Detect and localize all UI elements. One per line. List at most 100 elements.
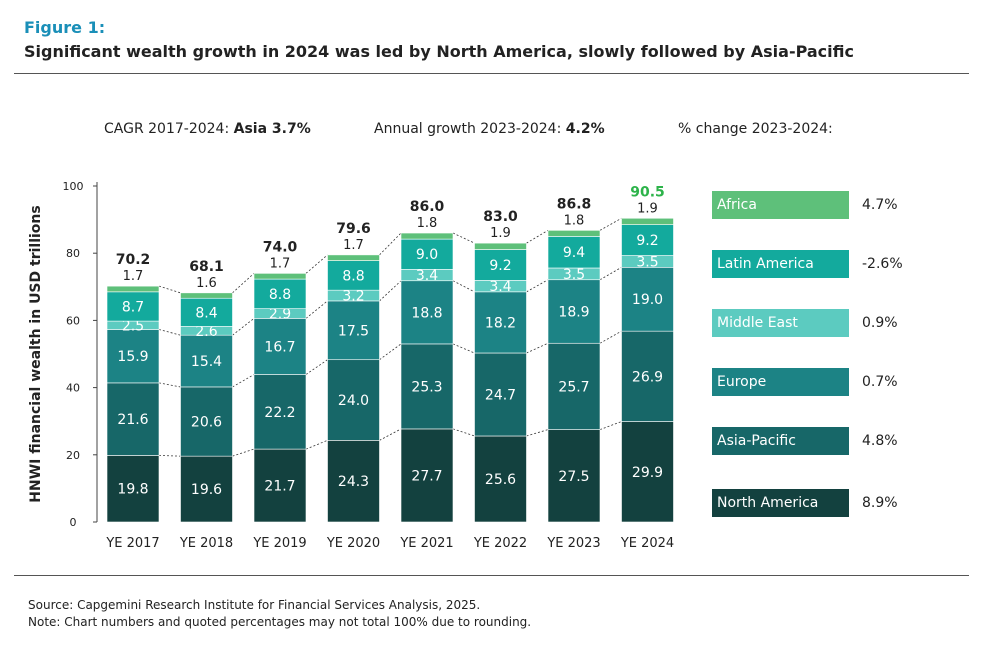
connector-line [379, 343, 402, 361]
segment-label: 22.2 [264, 405, 295, 421]
segment-label: 21.7 [264, 479, 295, 495]
connector-line [452, 280, 475, 293]
legend-item: Europe [712, 368, 849, 396]
segment-label: 1.6 [196, 276, 217, 291]
bar-segment [106, 285, 160, 293]
legend-change-value: -2.6% [862, 256, 903, 272]
connector-line [526, 342, 549, 354]
segment-label: 3.4 [489, 279, 511, 295]
bar-segment [253, 374, 307, 450]
cagr-label: CAGR 2017-2024: [104, 121, 230, 137]
bar-segment [621, 217, 674, 225]
segment-label: 17.5 [338, 323, 369, 339]
x-tick-label: YE 2017 [105, 536, 159, 551]
y-tick-label: 0 [70, 516, 77, 529]
total-label: 86.0 [410, 199, 445, 215]
y-tick-label: 40 [66, 382, 80, 395]
connector-line [452, 343, 475, 354]
x-tick-label: YE 2019 [252, 536, 306, 551]
segment-label: 21.6 [117, 412, 148, 428]
segment-label: 9.4 [563, 245, 585, 261]
legend-change-value: 0.9% [862, 315, 898, 331]
connector-line [305, 254, 328, 274]
legend-change-value: 4.7% [862, 197, 898, 213]
connector-line [452, 428, 475, 437]
connector-line [158, 329, 181, 336]
bar-segment [253, 448, 307, 523]
segment-label: 24.0 [338, 393, 369, 409]
segment-label: 18.2 [485, 315, 516, 331]
connector-line [379, 232, 402, 256]
annual-growth-value: 4.2% [565, 121, 605, 137]
segment-label: 1.7 [343, 238, 364, 253]
bar-segment [253, 278, 307, 309]
bar-segment [106, 329, 160, 384]
bar-segment [474, 242, 527, 250]
segment-label: 3.5 [636, 254, 658, 270]
bar-segment [474, 352, 527, 437]
segment-label: 1.9 [637, 201, 658, 216]
legend-item: Africa [712, 191, 849, 219]
legend-item: Latin America [712, 250, 849, 278]
connector-line [379, 280, 402, 302]
segment-label: 29.9 [632, 465, 663, 481]
total-label: 86.8 [557, 196, 592, 212]
bar-segment [474, 249, 527, 281]
bar-segment [547, 230, 601, 237]
segment-label: 24.3 [338, 474, 369, 490]
legend-change-value: 4.8% [862, 433, 898, 449]
segment-label: 27.7 [411, 468, 442, 484]
x-tick-label: YE 2022 [473, 536, 527, 551]
segment-label: 9.2 [489, 258, 511, 274]
total-label: 83.0 [483, 209, 518, 225]
source-note: Source: Capgemini Research Institute for… [28, 598, 481, 612]
rounding-note: Note: Chart numbers and quoted percentag… [28, 615, 532, 629]
segment-label: 1.7 [123, 269, 144, 284]
x-tick-label: YE 2018 [179, 536, 233, 551]
connector-line [305, 439, 328, 450]
cagr-value: Asia 3.7% [233, 121, 311, 137]
segment-label: 3.2 [342, 289, 364, 305]
bar-segment [547, 342, 601, 430]
segment-label: 19.0 [632, 292, 663, 308]
segment-label: 9.0 [416, 247, 438, 263]
bar-segment [180, 386, 233, 457]
legend-item: Middle East [712, 309, 849, 337]
legend-item: North America [712, 489, 849, 517]
total-label: 74.0 [263, 239, 298, 255]
bar-segment [621, 267, 674, 332]
connector-line [232, 273, 255, 294]
x-tick-label: YE 2020 [326, 536, 380, 551]
segment-label: 18.9 [558, 304, 589, 320]
bar-segment [547, 279, 601, 344]
segment-label: 1.8 [564, 213, 585, 228]
segment-label: 25.6 [485, 472, 516, 488]
bar-segment [327, 260, 380, 291]
bar-segment [547, 429, 601, 523]
bar-segment [621, 421, 674, 523]
segment-label: 8.7 [122, 299, 144, 315]
segment-label: 2.6 [195, 324, 217, 340]
bar-segment [180, 334, 233, 388]
figure-title: Significant wealth growth in 2024 was le… [24, 42, 854, 61]
connector-line [452, 232, 475, 244]
segment-label: 24.7 [485, 387, 516, 403]
x-tick-label: YE 2024 [620, 536, 674, 551]
segment-label: 2.5 [122, 318, 144, 334]
bar-segment [180, 455, 233, 523]
connector-line [232, 374, 255, 388]
connector-line [526, 230, 549, 244]
bar-segment [327, 359, 380, 441]
segment-label: 27.5 [558, 469, 589, 485]
connector-line [526, 279, 549, 293]
bar-segment [474, 291, 527, 354]
bar-segment [180, 292, 233, 299]
segment-label: 9.2 [636, 233, 658, 249]
bar-segment [327, 254, 380, 261]
total-label: 70.2 [116, 252, 151, 268]
segment-label: 25.7 [558, 379, 589, 395]
connector-line [158, 285, 181, 294]
bar-segment [400, 238, 454, 270]
bar-segment [106, 382, 160, 456]
